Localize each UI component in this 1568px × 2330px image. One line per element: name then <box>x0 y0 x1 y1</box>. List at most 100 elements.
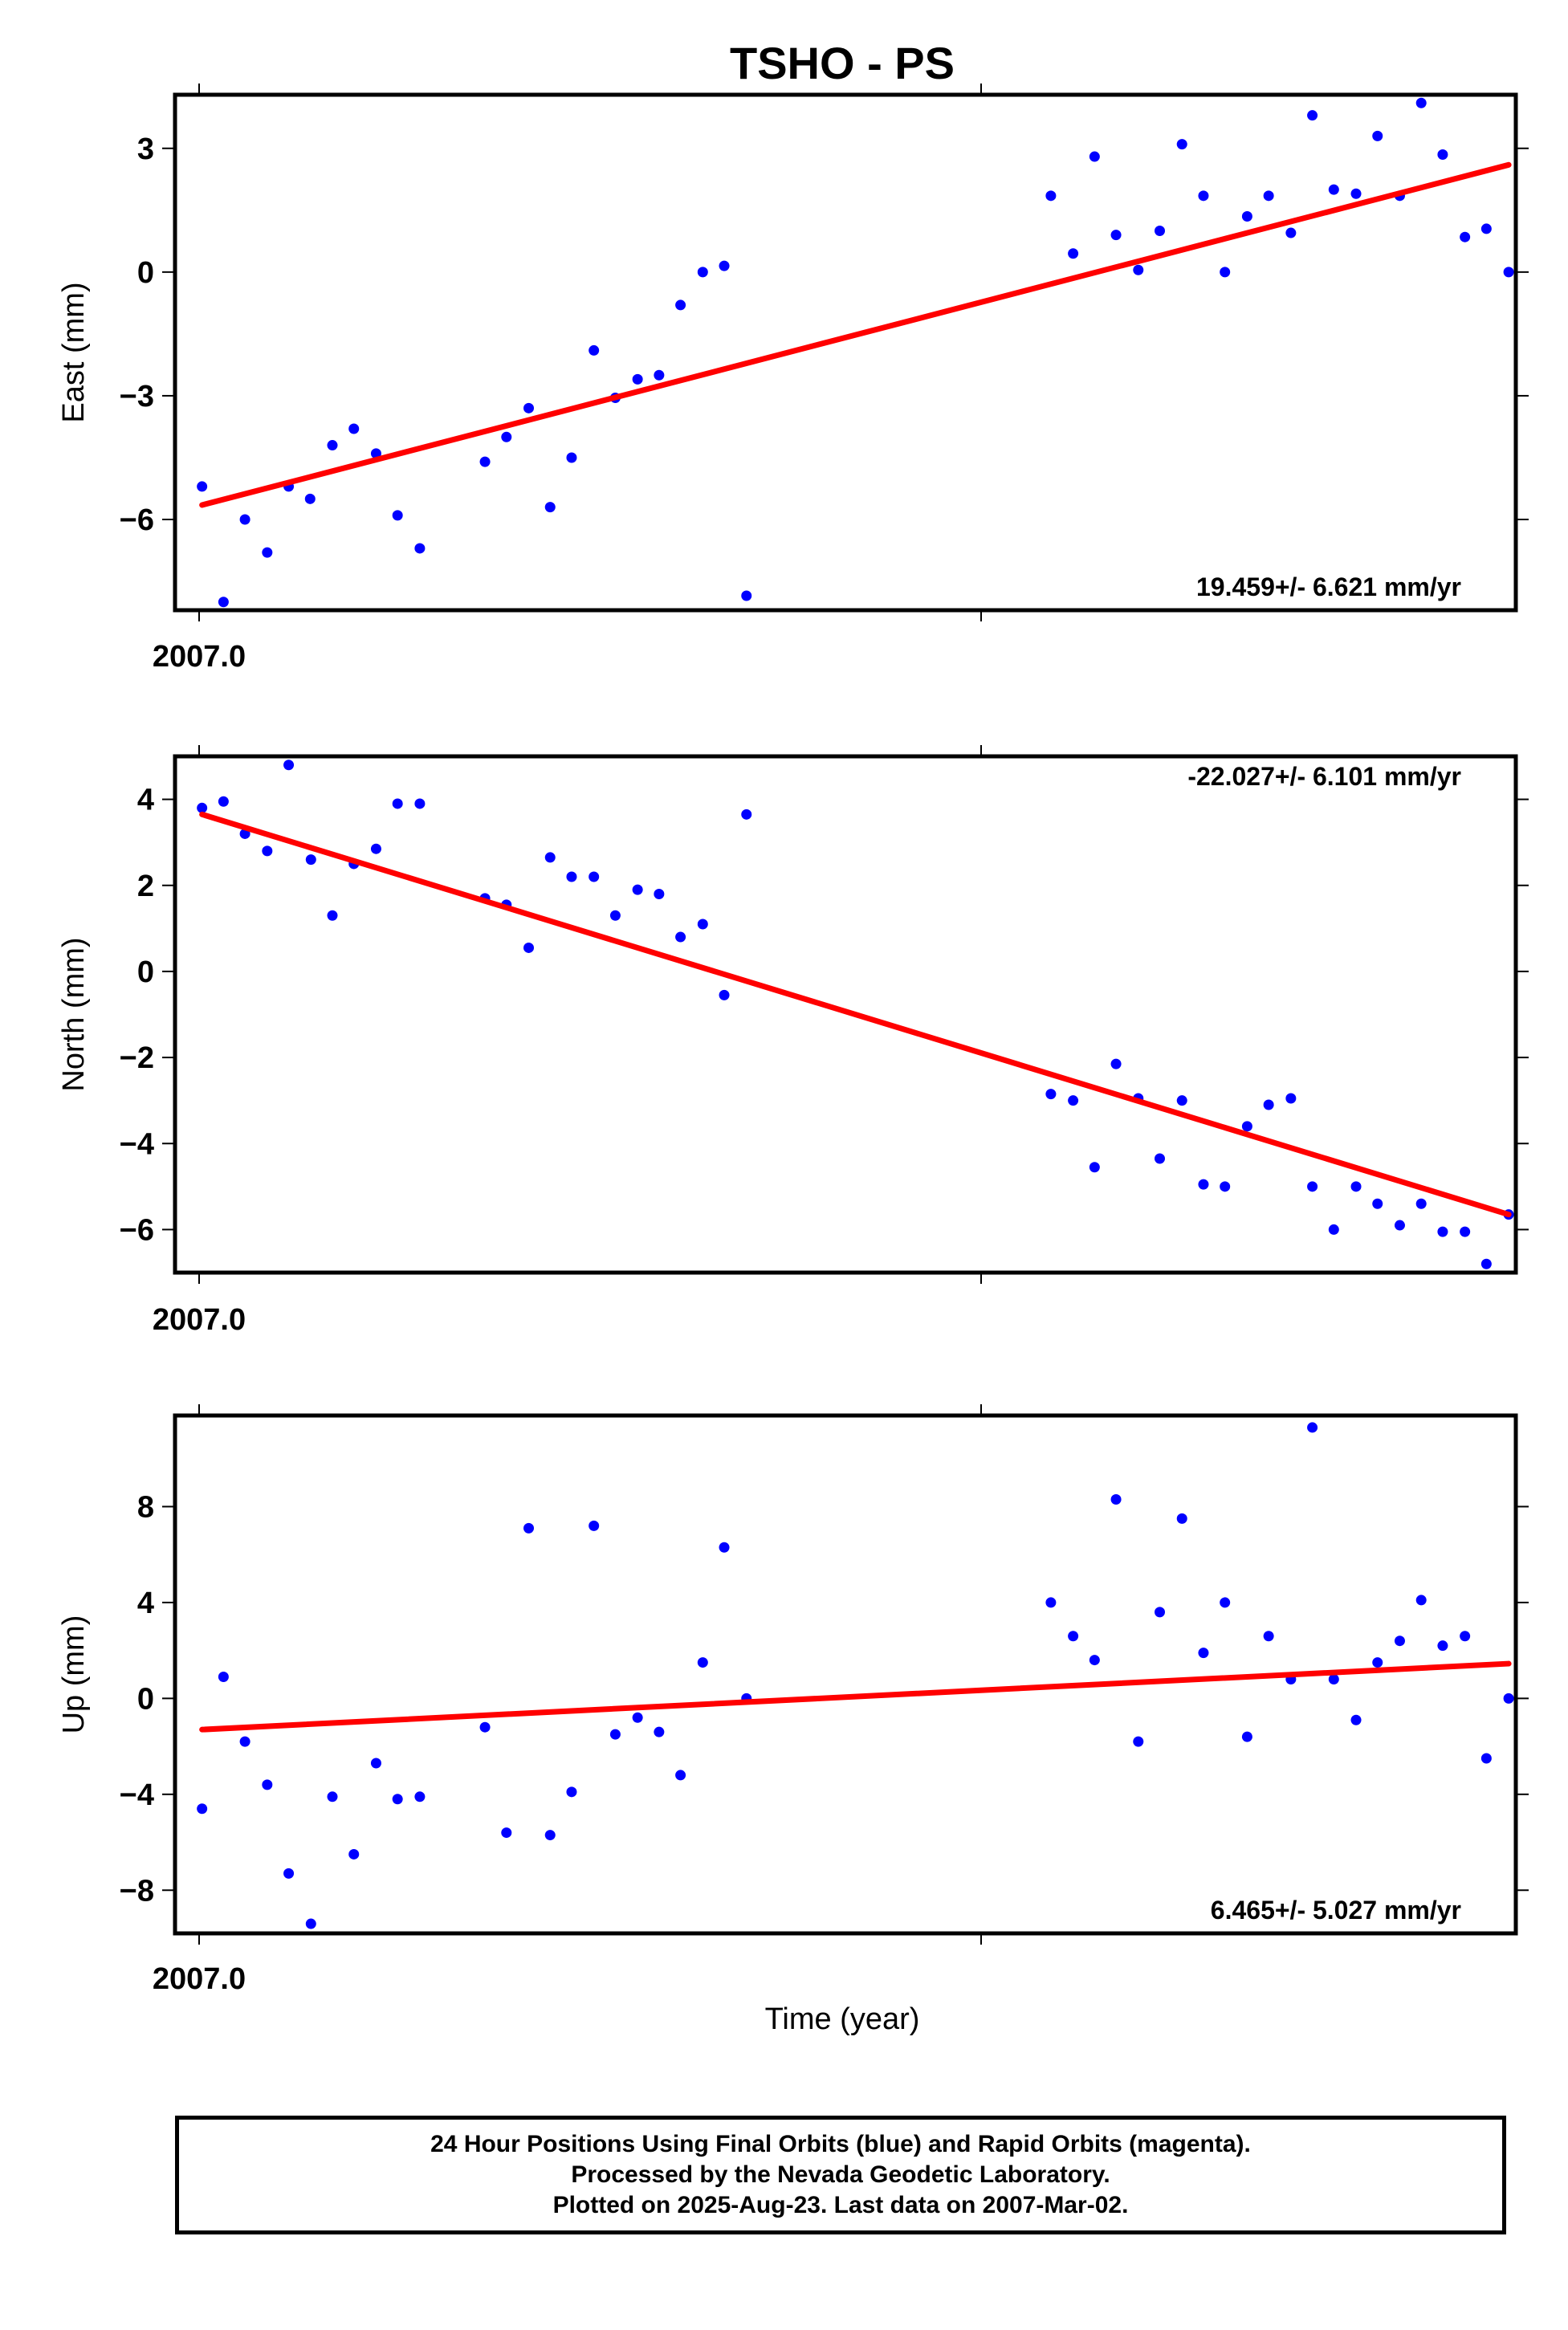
data-point <box>544 502 556 513</box>
data-point <box>1133 264 1144 275</box>
data-point <box>1307 1181 1318 1192</box>
data-point <box>1263 1099 1274 1110</box>
data-point <box>1394 1635 1405 1647</box>
caption-line-2: Processed by the Nevada Geodetic Laborat… <box>571 2161 1110 2188</box>
data-point <box>1263 190 1274 202</box>
data-point <box>305 854 316 866</box>
x-tick-label: 2007.0 <box>153 1962 246 1996</box>
y-tick-label: 4 <box>137 784 154 817</box>
chart-title: TSHO - PS <box>730 38 955 88</box>
plot-frame <box>173 754 1518 1275</box>
data-point <box>1285 227 1297 238</box>
trend-line <box>199 1660 1512 1733</box>
plot-frame <box>173 92 1518 613</box>
data-point <box>1198 1648 1209 1659</box>
data-point <box>675 931 686 943</box>
data-point <box>1176 139 1187 150</box>
y-tick-label: −4 <box>120 1778 154 1812</box>
data-point <box>1415 97 1427 108</box>
data-point <box>1176 1095 1187 1106</box>
data-point <box>1045 1597 1057 1608</box>
data-point <box>370 448 381 459</box>
data-point <box>305 1918 316 1929</box>
data-point <box>1480 1753 1492 1764</box>
data-point <box>370 1758 381 1769</box>
rate-label: 6.465+/- 5.027 mm/yr <box>1211 1896 1461 1925</box>
data-point <box>348 1848 360 1860</box>
data-point <box>1220 267 1231 278</box>
x-tick-label: 2007.0 <box>153 1303 246 1337</box>
data-point <box>1372 130 1383 141</box>
y-tick-label: 0 <box>137 256 154 290</box>
data-point <box>1155 1607 1166 1618</box>
data-point <box>544 1830 556 1841</box>
data-point <box>632 884 643 895</box>
data-point <box>697 1657 708 1668</box>
data-point <box>1110 230 1122 241</box>
data-point <box>1503 267 1514 278</box>
y-tick-label: 3 <box>137 132 154 166</box>
data-point <box>589 1520 600 1531</box>
data-point <box>1372 1657 1383 1668</box>
data-point <box>1307 110 1318 121</box>
y-tick-label: 4 <box>137 1587 154 1620</box>
data-point <box>1437 149 1448 160</box>
caption-box: 24 Hour Positions Using Final Orbits (bl… <box>175 2116 1506 2234</box>
data-point <box>1089 1655 1100 1666</box>
data-point <box>1133 1736 1144 1747</box>
data-point <box>1068 1095 1079 1106</box>
data-point <box>1155 1153 1166 1164</box>
data-point <box>414 1791 426 1802</box>
data-point <box>1241 1731 1252 1742</box>
data-point <box>501 1827 512 1839</box>
data-point <box>632 373 643 385</box>
y-tick-label: 0 <box>137 1682 154 1716</box>
y-tick-label: −3 <box>120 380 154 413</box>
caption-line-3: Plotted on 2025-Aug-23. Last data on 200… <box>552 2192 1129 2218</box>
rate-label: -22.027+/- 6.101 mm/yr <box>1187 762 1461 791</box>
data-point <box>654 369 665 381</box>
data-point <box>1285 1093 1297 1104</box>
data-point <box>392 510 403 521</box>
data-point <box>1241 1121 1252 1132</box>
data-point <box>654 1726 665 1737</box>
data-point <box>283 760 295 771</box>
x-axis-label: Time (year) <box>765 2002 920 2036</box>
data-point <box>654 888 665 899</box>
data-point <box>566 452 577 463</box>
data-point <box>609 910 621 921</box>
panel-1: 2007.0 3 0 −3 −6 East (mm) 19.459+/- 6.621 mm/… <box>57 84 1529 674</box>
data-points <box>197 1422 1514 1929</box>
trend-line <box>199 811 1512 1218</box>
data-point <box>1480 223 1492 234</box>
data-point <box>1198 190 1209 202</box>
data-point <box>1220 1597 1231 1608</box>
data-point <box>348 423 360 434</box>
y-axis-label: North (mm) <box>57 937 91 1091</box>
data-point <box>370 843 381 854</box>
data-point <box>1220 1181 1231 1192</box>
data-point <box>1437 1226 1448 1237</box>
data-point <box>589 344 600 356</box>
y-tick-label: −4 <box>120 1127 154 1161</box>
data-point <box>1328 1224 1339 1235</box>
data-point <box>523 402 535 413</box>
data-point <box>197 802 208 813</box>
data-point <box>479 1721 491 1733</box>
data-point <box>239 1736 250 1747</box>
data-point <box>197 481 208 492</box>
data-point <box>675 299 686 311</box>
data-point <box>523 1522 535 1534</box>
panel-3: 2007.0 8 4 0 −4 −8 Up (mm) 6.465+/- 5.027 mm/yr <box>57 1404 1529 1996</box>
data-point <box>1155 225 1166 236</box>
data-point <box>1263 1631 1274 1642</box>
data-point <box>1045 1089 1057 1100</box>
data-point <box>283 1868 295 1879</box>
caption-line-1: 24 Hour Positions Using Final Orbits (bl… <box>430 2131 1251 2157</box>
data-point <box>719 1542 730 1553</box>
rate-label: 19.459+/- 6.621 mm/yr <box>1196 572 1461 601</box>
data-point <box>632 1712 643 1723</box>
y-tick-label: −6 <box>120 1213 154 1247</box>
y-axis-label: East (mm) <box>57 282 91 422</box>
